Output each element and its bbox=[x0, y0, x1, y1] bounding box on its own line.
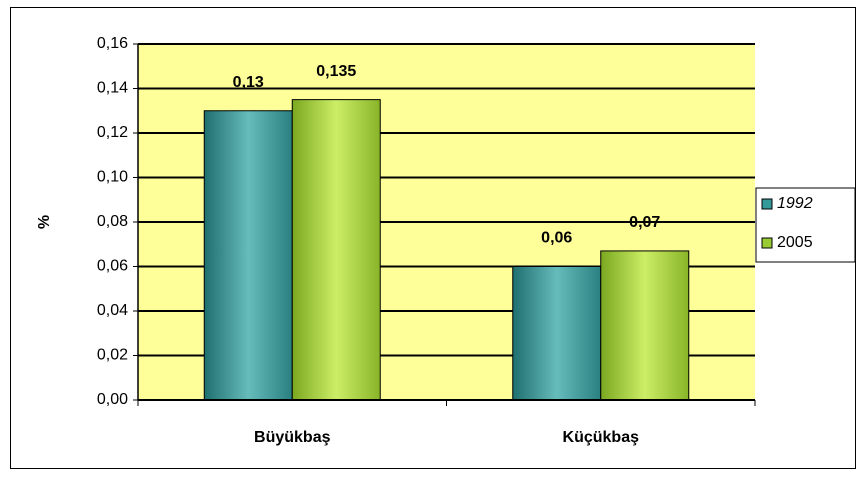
legend-label: 2005 bbox=[777, 234, 813, 251]
data-label: 0,06 bbox=[541, 230, 572, 247]
y-tick-label: 0,00 bbox=[97, 391, 128, 408]
x-tick-label: Küçükbaş bbox=[563, 429, 640, 446]
y-tick-label: 0,06 bbox=[97, 258, 128, 275]
y-axis-label: % bbox=[36, 215, 53, 229]
y-tick-label: 0,02 bbox=[97, 347, 128, 364]
y-tick-label: 0,08 bbox=[97, 213, 128, 230]
bar bbox=[291, 99, 381, 401]
data-label: 0,07 bbox=[629, 214, 660, 231]
legend-label: 1992 bbox=[777, 195, 813, 212]
legend-swatch bbox=[761, 237, 773, 249]
y-tick-label: 0,04 bbox=[97, 302, 128, 319]
data-label: 0,135 bbox=[316, 63, 356, 80]
y-tick-label: 0,14 bbox=[97, 80, 128, 97]
y-tick-label: 0,12 bbox=[97, 124, 128, 141]
y-tick-label: 0,10 bbox=[97, 169, 128, 186]
bar bbox=[600, 250, 690, 401]
bar bbox=[512, 266, 602, 401]
data-label: 0,13 bbox=[233, 74, 264, 91]
legend-swatch bbox=[761, 198, 773, 210]
y-tick-label: 0,16 bbox=[97, 35, 128, 52]
x-tick-label: Büyükbaş bbox=[254, 429, 331, 446]
bar bbox=[203, 110, 293, 401]
